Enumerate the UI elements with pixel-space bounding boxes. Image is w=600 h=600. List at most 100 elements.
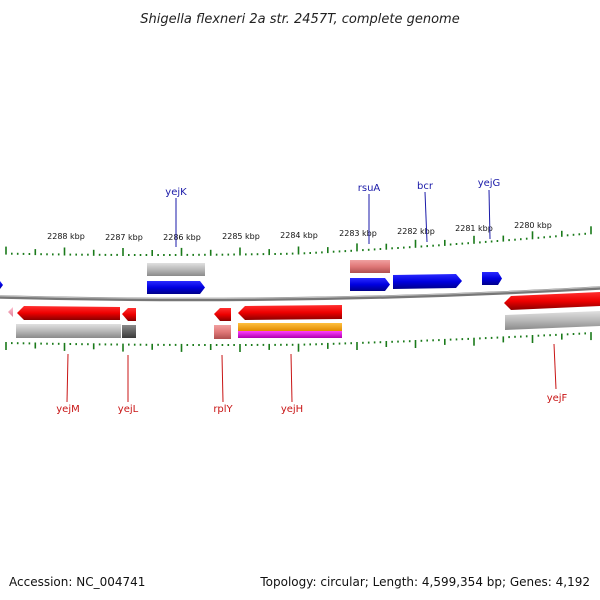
major-tick: [473, 235, 475, 244]
minor-tick: [163, 343, 165, 346]
minor-tick: [204, 253, 206, 256]
kbp-label: 2286 kbp: [163, 233, 201, 242]
gene-feature[interactable]: [122, 308, 136, 321]
gene-label-text: rplY: [213, 404, 233, 415]
major-tick: [180, 343, 183, 352]
minor-tick: [525, 335, 528, 338]
major-tick: [414, 239, 417, 248]
minor-tick: [227, 344, 230, 346]
minor-tick: [303, 343, 306, 346]
minor-tick: [233, 344, 235, 346]
kbp-label: 2288 kbp: [47, 232, 85, 241]
gene-feature[interactable]: [393, 274, 462, 289]
gene-label-yejK[interactable]: yejK: [165, 187, 187, 247]
minor-tick: [139, 254, 142, 256]
minor-tick: [426, 339, 428, 342]
minor-tick: [490, 240, 493, 243]
minor-tick: [198, 253, 200, 256]
minor-tick: [514, 238, 516, 241]
minor-tick: [104, 343, 107, 346]
gene-label-rplY[interactable]: rplY: [213, 354, 234, 415]
major-tick: [356, 342, 358, 350]
minor-tick: [174, 254, 177, 256]
minor-tick: [157, 254, 159, 256]
minor-tick: [204, 344, 206, 346]
minor-tick: [250, 344, 253, 346]
label-leader: [66, 353, 69, 403]
minor-tick: [444, 338, 446, 345]
gene-feature[interactable]: [350, 260, 390, 273]
gene-feature[interactable]: [214, 308, 231, 321]
minor-tick: [186, 344, 189, 346]
gene-feature[interactable]: [147, 263, 205, 276]
minor-tick: [403, 340, 405, 343]
minor-tick: [327, 247, 329, 254]
gene-feature[interactable]: [504, 292, 600, 310]
gene-feature[interactable]: [16, 324, 121, 338]
gene-label-yejF[interactable]: yejF: [547, 343, 568, 404]
minor-tick: [221, 253, 224, 256]
minor-tick: [338, 342, 341, 345]
gene-label-text: yejG: [478, 178, 501, 189]
gene-feature[interactable]: [8, 307, 13, 317]
minor-tick: [274, 253, 276, 255]
gene-label-yejG[interactable]: yejG: [478, 178, 501, 240]
minor-tick: [543, 334, 545, 337]
minor-tick: [291, 343, 294, 346]
minor-tick: [87, 253, 89, 256]
gene-feature[interactable]: [17, 306, 120, 320]
gene-feature[interactable]: [147, 281, 205, 294]
minor-tick: [286, 343, 288, 346]
minor-tick: [321, 251, 323, 254]
gene-feature[interactable]: [214, 325, 231, 339]
kbp-label: 2282 kbp: [397, 227, 435, 236]
major-tick: [239, 344, 241, 352]
gene-label-text: yejL: [118, 404, 139, 415]
gene-feature[interactable]: [350, 278, 390, 291]
minor-tick: [578, 233, 581, 236]
scale-ticks-lower: [5, 332, 592, 352]
gene-label-rsuA[interactable]: rsuA: [358, 183, 381, 244]
minor-tick: [46, 342, 48, 345]
gene-feature[interactable]: [238, 331, 342, 338]
minor-tick: [227, 253, 230, 256]
minor-tick: [151, 250, 153, 256]
minor-tick: [250, 253, 253, 256]
minor-tick: [116, 343, 118, 346]
minor-tick: [520, 238, 522, 241]
gene-label-yejM[interactable]: yejM: [56, 353, 80, 415]
minor-tick: [344, 250, 347, 253]
gene-feature[interactable]: [0, 281, 3, 289]
minor-tick: [578, 332, 581, 335]
gene-label-yejL[interactable]: yejL: [118, 355, 139, 415]
minor-tick: [262, 343, 265, 346]
major-tick: [63, 342, 66, 351]
minor-tick: [104, 253, 107, 256]
minor-tick: [449, 243, 452, 246]
gene-feature[interactable]: [482, 272, 502, 285]
minor-tick: [34, 249, 37, 256]
scale-ticks-upper: [5, 226, 592, 256]
minor-tick: [327, 342, 329, 349]
gene-feature[interactable]: [238, 323, 342, 331]
gene-label-yejH[interactable]: yejH: [281, 353, 303, 415]
gene-feature[interactable]: [505, 311, 600, 330]
minor-tick: [420, 245, 423, 248]
minor-tick: [484, 240, 487, 243]
minor-tick: [438, 339, 440, 342]
minor-tick: [57, 342, 60, 345]
minor-tick: [426, 245, 428, 248]
gene-label-bcr[interactable]: bcr: [417, 181, 434, 243]
minor-tick: [11, 342, 13, 345]
minor-tick: [221, 344, 224, 346]
minor-tick: [157, 343, 159, 346]
minor-tick: [169, 343, 171, 346]
gene-feature[interactable]: [122, 325, 136, 338]
minor-tick: [245, 344, 247, 346]
minor-tick: [350, 249, 352, 252]
minor-tick: [16, 342, 19, 345]
gene-feature[interactable]: [238, 305, 342, 320]
minor-tick: [69, 343, 72, 345]
minor-tick: [262, 253, 265, 256]
